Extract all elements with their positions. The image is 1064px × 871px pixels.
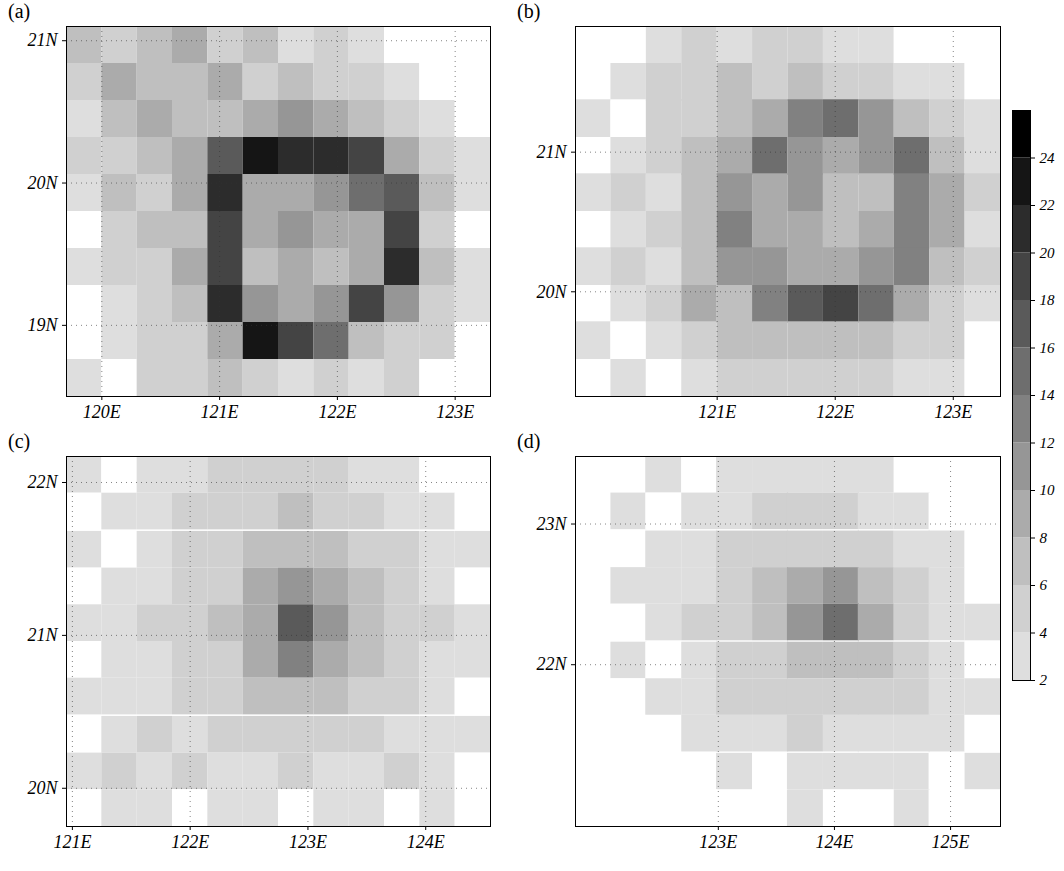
svg-text:120E: 120E [83, 402, 121, 422]
svg-text:14: 14 [1040, 387, 1056, 403]
svg-text:2: 2 [1040, 672, 1048, 688]
svg-text:8: 8 [1040, 530, 1048, 546]
svg-text:122E: 122E [171, 832, 209, 852]
svg-text:18: 18 [1040, 292, 1056, 308]
svg-text:124E: 124E [407, 832, 445, 852]
svg-text:19N: 19N [27, 315, 58, 335]
svg-text:22N: 22N [27, 472, 58, 492]
svg-text:124E: 124E [815, 832, 853, 852]
svg-text:21N: 21N [536, 142, 567, 162]
svg-text:121E: 121E [201, 402, 239, 422]
svg-text:20: 20 [1040, 245, 1056, 261]
svg-text:12: 12 [1040, 435, 1056, 451]
html-text:(c): (c) [8, 430, 31, 452]
svg-text:23N: 23N [536, 514, 567, 534]
svg-text:24: 24 [1040, 150, 1056, 166]
svg-text:21N: 21N [27, 625, 58, 645]
svg-text:22: 22 [1040, 197, 1056, 213]
svg-text:122E: 122E [816, 402, 854, 422]
svg-text:121E: 121E [53, 832, 91, 852]
svg-text:121E: 121E [698, 402, 736, 422]
svg-text:20N: 20N [27, 778, 58, 798]
svg-text:22N: 22N [536, 654, 567, 674]
svg-text:20N: 20N [27, 173, 58, 193]
svg-text:122E: 122E [318, 402, 356, 422]
svg-text:123E: 123E [699, 832, 737, 852]
svg-text:20N: 20N [536, 282, 567, 302]
svg-text:4: 4 [1040, 625, 1048, 641]
html-text:(b): (b) [517, 0, 541, 22]
svg-text:123E: 123E [436, 402, 474, 422]
svg-text:123E: 123E [934, 402, 972, 422]
svg-text:125E: 125E [932, 832, 970, 852]
svg-text:16: 16 [1040, 340, 1056, 356]
html-text:(a): (a) [8, 0, 31, 22]
svg-text:21N: 21N [27, 30, 58, 50]
svg-text:6: 6 [1040, 577, 1048, 593]
svg-text:10: 10 [1040, 482, 1056, 498]
svg-text:123E: 123E [289, 832, 327, 852]
html-text:(d): (d) [517, 430, 541, 452]
